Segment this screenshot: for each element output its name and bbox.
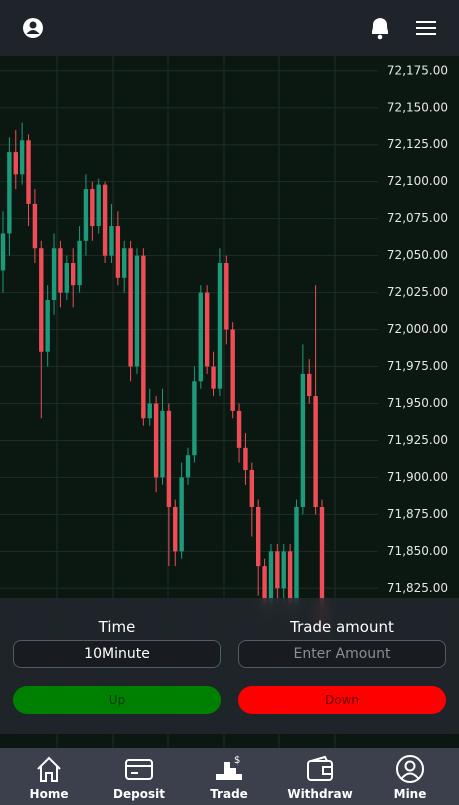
candle-body	[268, 551, 274, 604]
candle-body	[230, 329, 235, 411]
nav-mine[interactable]: Mine	[370, 748, 450, 805]
nav-home[interactable]: Home	[9, 748, 89, 805]
nav-label: Home	[29, 787, 69, 801]
y-tick-label: 72,100.00	[387, 174, 448, 188]
y-tick-label: 72,025.00	[387, 285, 448, 299]
time-select[interactable]: 10Minute	[13, 640, 221, 668]
header	[0, 0, 459, 56]
candle-body	[185, 455, 191, 478]
y-tick-label: 71,975.00	[387, 359, 448, 373]
candle-body	[58, 248, 63, 293]
trade-panel: Time Trade amount 10Minute Enter Amount …	[0, 598, 459, 734]
candle-body	[198, 292, 203, 382]
candle-body	[287, 551, 293, 604]
y-tick-label: 72,000.00	[387, 322, 448, 336]
nav-label: Trade	[210, 787, 248, 801]
withdraw-icon	[307, 755, 333, 781]
candle-body	[281, 551, 286, 589]
trade-icon: $	[216, 755, 242, 780]
mine-icon	[396, 755, 424, 783]
candle-body	[77, 240, 82, 286]
candle-body	[102, 184, 108, 256]
home-icon	[37, 756, 61, 782]
y-tick-label: 72,050.00	[387, 248, 448, 262]
candle-body	[243, 447, 248, 471]
candle-body	[217, 263, 223, 389]
candle-body	[319, 506, 325, 626]
nav-label: Withdraw	[287, 787, 353, 801]
candle-body	[249, 470, 255, 507]
candle-body	[115, 226, 121, 278]
y-tick-label: 71,925.00	[387, 433, 448, 447]
svg-text:$: $	[234, 755, 240, 766]
candle-body	[153, 403, 159, 478]
candle-body	[313, 396, 318, 507]
candle-body	[147, 403, 152, 419]
candle-body	[294, 506, 299, 604]
candle-body	[262, 566, 267, 604]
y-tick-label: 71,900.00	[387, 470, 448, 484]
candle-body	[211, 366, 216, 389]
candle-body	[204, 292, 210, 367]
nav-trade[interactable]: $ Trade	[189, 748, 269, 805]
profile-icon[interactable]	[23, 18, 43, 38]
header-icons	[23, 18, 436, 40]
candle-body	[256, 506, 261, 567]
y-tick-label: 71,850.00	[387, 544, 448, 558]
candle-body	[275, 551, 280, 589]
amount-input[interactable]: Enter Amount	[238, 640, 446, 668]
y-tick-label: 71,875.00	[387, 507, 448, 521]
nav-label: Mine	[393, 787, 427, 801]
bell-icon[interactable]	[372, 18, 388, 40]
candle-body	[307, 373, 312, 397]
candle-body	[26, 140, 31, 204]
y-tick-label: 72,075.00	[387, 211, 448, 225]
candle-body	[32, 203, 38, 249]
candle-body	[236, 410, 242, 448]
candle-body	[51, 248, 57, 300]
y-tick-label: 72,175.00	[387, 63, 448, 77]
candle-body	[134, 255, 140, 367]
deposit-icon	[125, 759, 153, 780]
candle-body	[160, 410, 165, 478]
candle-body	[192, 381, 197, 456]
y-tick-label: 72,125.00	[387, 137, 448, 151]
y-tick-label: 72,150.00	[387, 100, 448, 114]
candle-body	[166, 410, 172, 507]
candle-body	[64, 263, 69, 293]
candle-body	[109, 226, 114, 256]
candle-body	[7, 152, 12, 234]
up-button[interactable]: Up	[13, 686, 221, 714]
candle-body	[13, 152, 18, 175]
candle-body	[83, 189, 89, 241]
y-tick-label: 71,825.00	[387, 581, 448, 595]
menu-icon[interactable]	[416, 21, 436, 35]
nav-deposit[interactable]: Deposit	[99, 748, 179, 805]
amount-label: Trade amount	[290, 618, 394, 636]
candle-body	[300, 373, 306, 507]
y-tick-label: 71,950.00	[387, 396, 448, 410]
nav-withdraw[interactable]: Withdraw	[280, 748, 360, 805]
down-button[interactable]: Down	[238, 686, 446, 714]
candle-body	[45, 299, 50, 352]
candle-body	[0, 233, 6, 271]
bottom-nav: Home Deposit $ Trade Withdraw Mine	[0, 748, 459, 805]
candle-body	[122, 248, 127, 278]
candle-body	[96, 184, 101, 227]
candle-body	[224, 263, 229, 330]
candle-body	[179, 477, 184, 552]
candle-body	[173, 506, 178, 552]
candle-body	[90, 189, 95, 227]
nav-label: Deposit	[113, 787, 165, 801]
candle-body	[141, 255, 146, 419]
candle-body	[39, 248, 44, 352]
candle-body	[19, 140, 25, 175]
candle-body	[128, 248, 133, 367]
time-label: Time	[98, 618, 136, 636]
candle-body	[70, 263, 76, 286]
